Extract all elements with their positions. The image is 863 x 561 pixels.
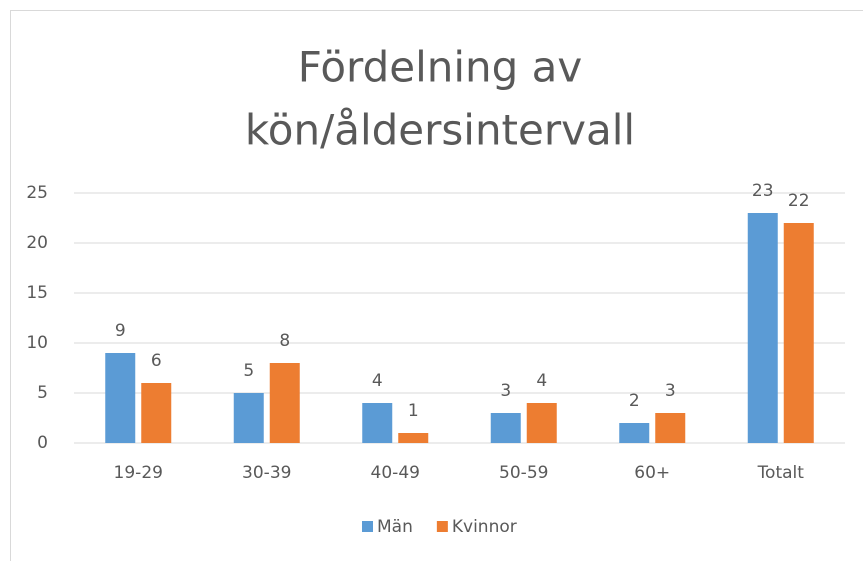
x-tick-label: 60+ <box>634 463 670 483</box>
bar <box>526 403 557 443</box>
y-tick-label: 10 <box>26 333 48 353</box>
x-tick-label: 30-39 <box>242 463 291 483</box>
value-label: 9 <box>115 321 126 341</box>
value-label: 4 <box>372 371 383 391</box>
x-tick-label: 40-49 <box>371 463 420 483</box>
bar <box>362 403 393 443</box>
legend-label: Kvinnor <box>452 517 517 537</box>
value-label: 23 <box>752 181 774 201</box>
y-tick-label: 5 <box>37 383 48 403</box>
value-label: 6 <box>151 351 162 371</box>
chart-title: Fördelning av <box>298 43 583 92</box>
x-tick-label: 19-29 <box>114 463 163 483</box>
bar <box>105 353 136 443</box>
x-tick-label: 50-59 <box>499 463 548 483</box>
bar <box>269 363 300 443</box>
y-tick-label: 15 <box>26 283 48 303</box>
y-tick-label: 0 <box>37 433 48 453</box>
bar <box>490 413 521 443</box>
value-label: 22 <box>788 191 810 211</box>
y-tick-label: 25 <box>26 183 48 203</box>
bar <box>233 393 264 443</box>
legend-swatch <box>362 521 373 532</box>
bar <box>398 433 429 443</box>
value-label: 4 <box>536 371 547 391</box>
y-tick-label: 20 <box>26 233 48 253</box>
value-label: 5 <box>243 361 254 381</box>
value-label: 3 <box>665 381 676 401</box>
legend-label: Män <box>377 517 413 537</box>
value-label: 1 <box>408 401 419 421</box>
chart-title: kön/åldersintervall <box>245 106 635 155</box>
bar <box>783 223 814 443</box>
bar <box>141 383 172 443</box>
x-tick-label: Totalt <box>757 463 805 483</box>
bar <box>619 423 650 443</box>
legend-swatch <box>436 521 448 532</box>
chart-frame <box>10 10 863 561</box>
value-label: 3 <box>500 381 511 401</box>
value-label: 8 <box>279 331 290 351</box>
bar <box>655 413 686 443</box>
value-label: 2 <box>629 391 640 411</box>
bar <box>747 213 778 443</box>
